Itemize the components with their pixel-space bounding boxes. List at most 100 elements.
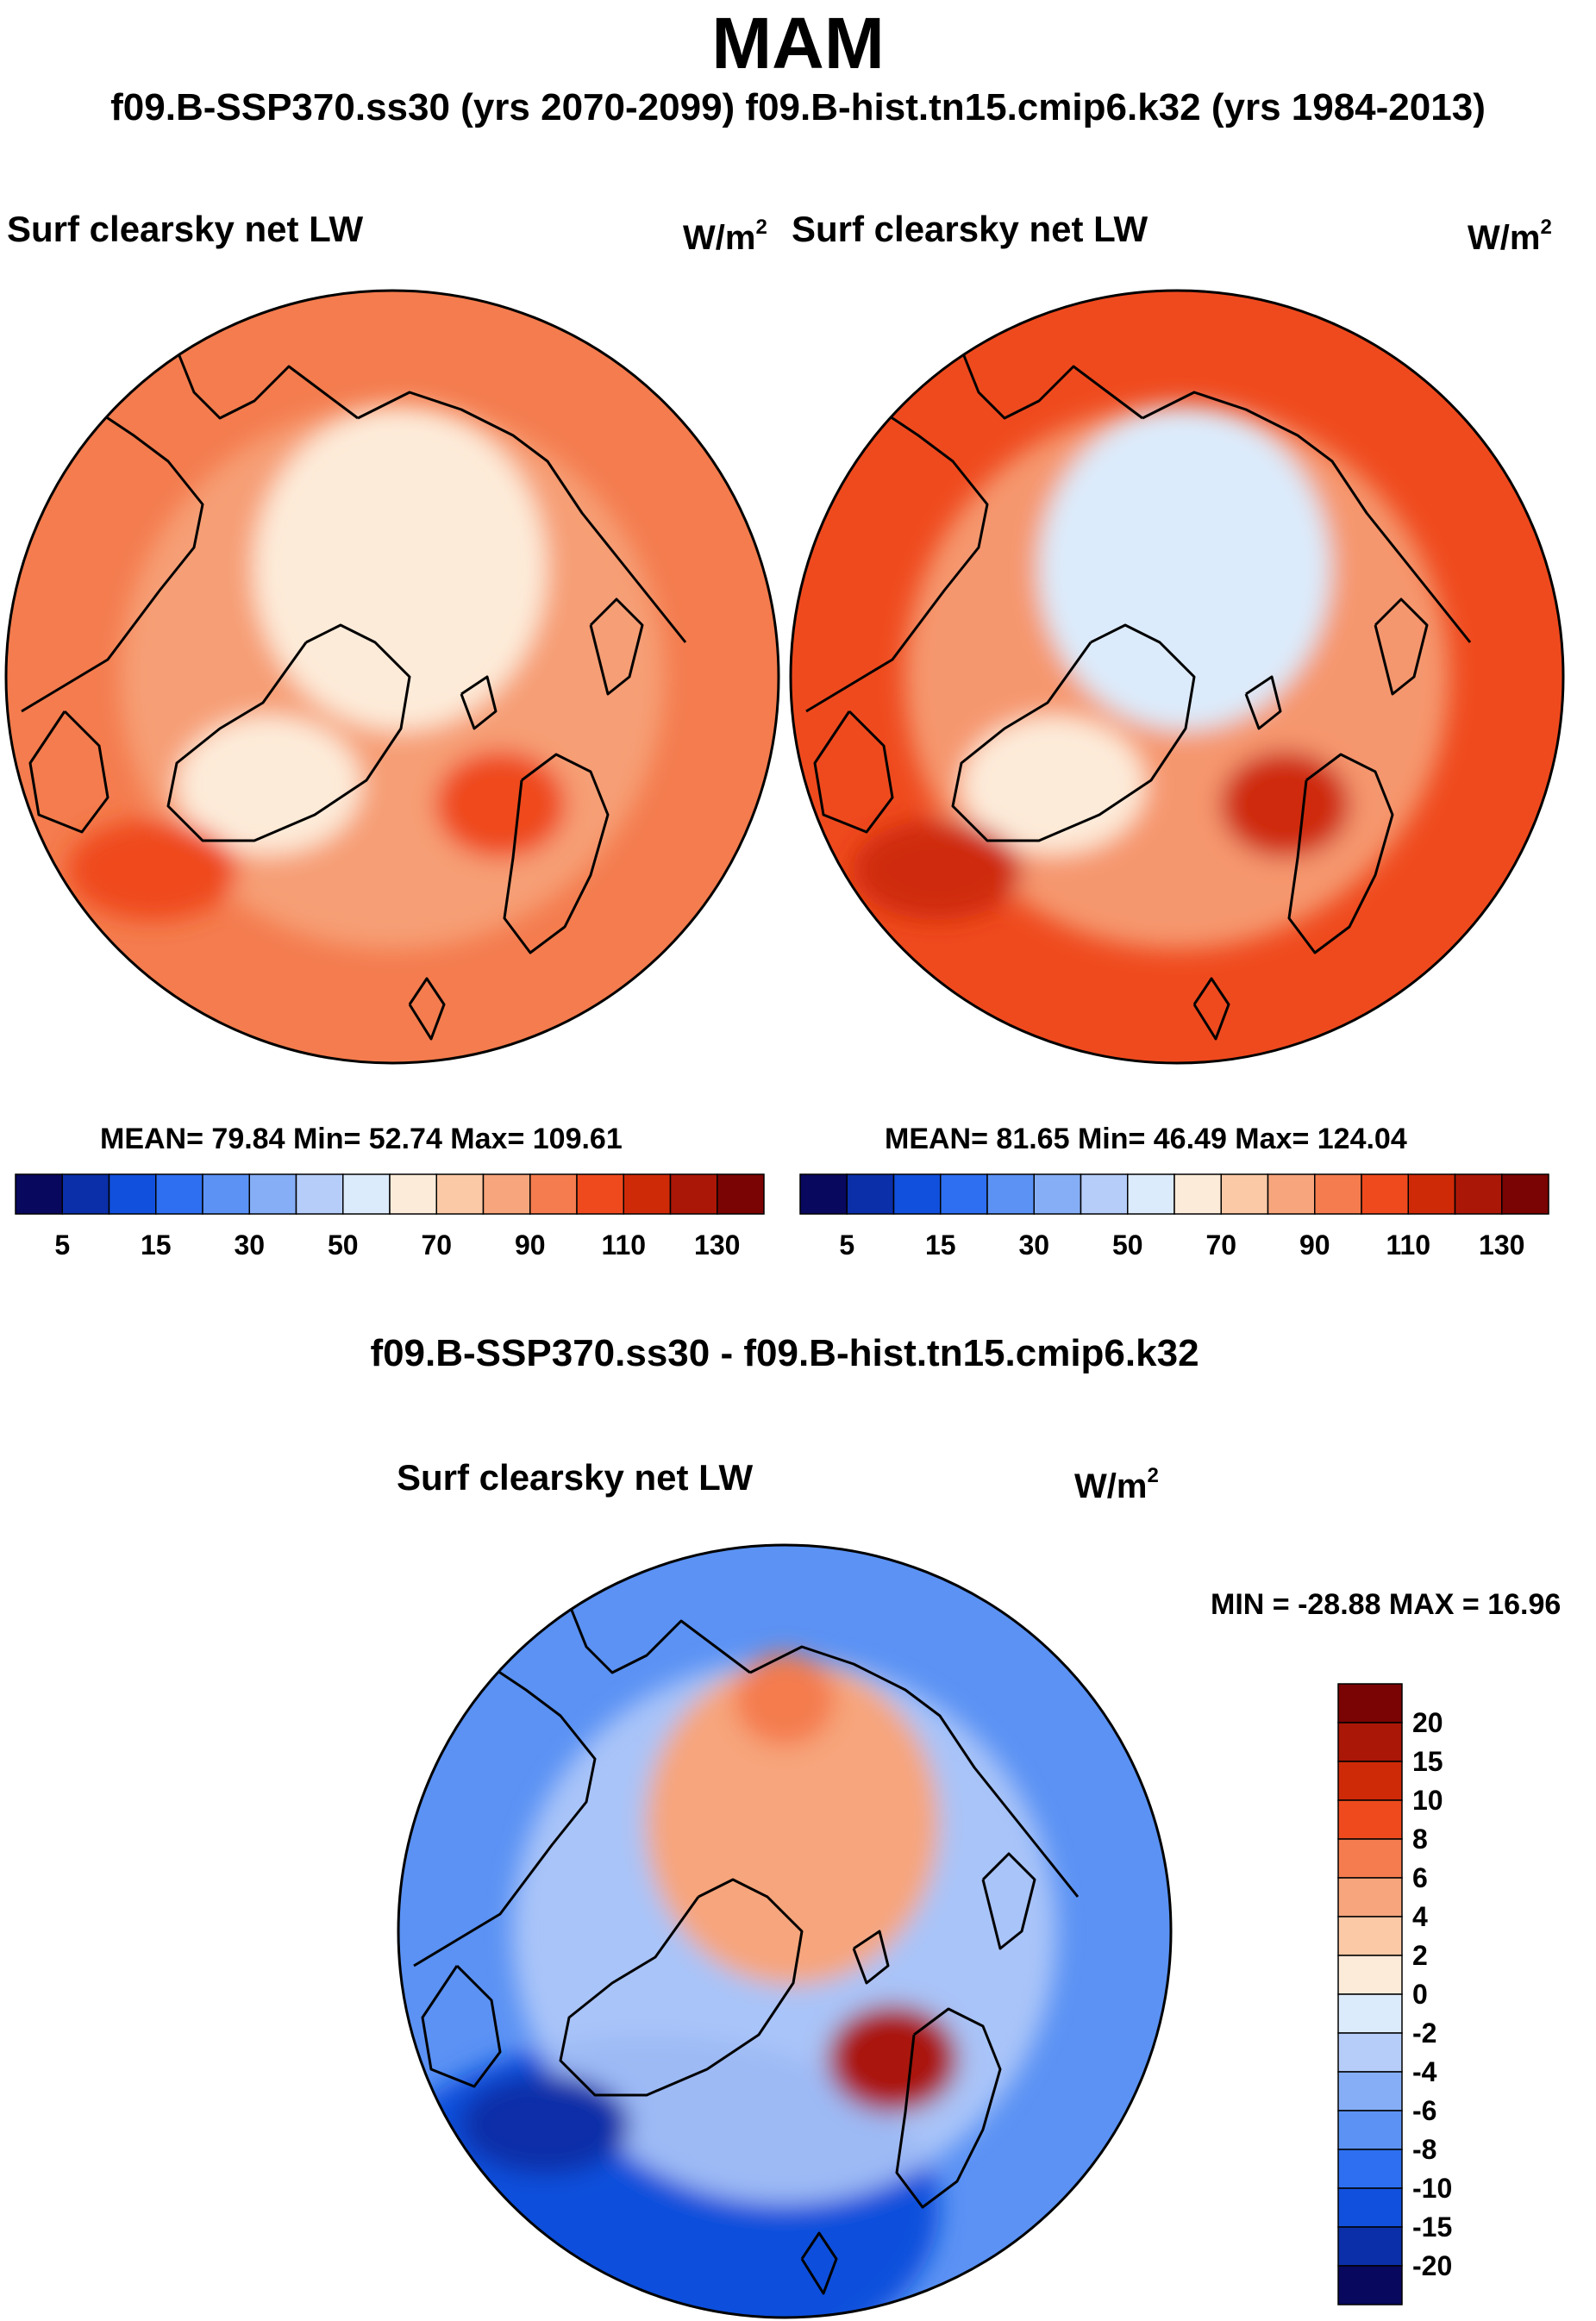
region-barents-sea [1219,750,1351,859]
colorbar-tick-label: 6 [1412,1862,1428,1893]
map-boundary-panel-p2 [789,289,1565,1065]
colorbar-tick-label: 50 [1112,1229,1143,1261]
colorbar-box [1501,1173,1549,1215]
colorbar-box [669,1173,718,1215]
coastlines [12,297,687,1041]
colorbar-box [15,1173,63,1215]
coastline-3 [559,1878,804,2097]
colorbar-box [1314,1173,1362,1215]
colorbar-box [155,1173,203,1215]
coastline-1 [942,297,1143,420]
colorbar-tick-label: 30 [1018,1229,1049,1261]
coastline-4 [503,753,610,954]
colorbar-box [1337,2071,1403,2111]
colorbar-tick-label: 5 [54,1229,70,1261]
colorbar-tick-label: 2 [1412,1940,1428,1971]
colorbar-ssp370: 5 15 30 50 70 90 110 130 [15,1173,765,1261]
coastline-4 [895,2007,1002,2209]
colorbar-box [1337,1877,1403,1917]
colorbar-tick-label: -15 [1412,2212,1452,2243]
coastline-3 [166,623,411,842]
colorbar-box [1337,2226,1403,2267]
coastline-7 [589,597,644,696]
colorbar-tick-label: 0 [1412,1979,1428,2010]
region-central-arctic [253,406,548,731]
coastline-1 [158,297,359,420]
colorbar-box [1174,1173,1222,1215]
colorbar-box [342,1173,391,1215]
colorbar-tick-label: 20 [1412,1707,1443,1738]
coastline-5 [28,710,110,834]
colorbar-tick-label: 50 [328,1229,359,1261]
colorbar-tick-label: 90 [1299,1229,1330,1261]
colorbar-box [1337,2265,1403,2305]
colorbar-box [1337,2187,1403,2228]
field-regions [852,404,1449,949]
figure-title: MAM [711,3,885,84]
coastline-6 [1244,675,1282,730]
colorbar-box [1337,1683,1403,1724]
panel2-title: Surf clearsky net LW [792,209,1148,249]
colorbar-tick-label: 15 [141,1229,172,1261]
map-boundary-panel-p1 [4,289,780,1065]
colorbar-box [892,1173,942,1215]
colorbar-box [1337,1993,1403,2034]
colorbar-box [1267,1173,1316,1215]
colorbar-tick-label: -20 [1412,2250,1452,2281]
difference-title: f09.B-SSP370.ss30 - f09.B-hist.tn15.cmip… [370,1332,1199,1374]
colorbar-box [846,1173,895,1215]
colorbar-box [1337,1916,1403,1956]
coastline-7 [1374,597,1429,696]
colorbar-box [202,1173,250,1215]
colorbar-box [529,1173,578,1215]
field-regions [67,404,665,949]
panel2-units: W/m2 [1468,216,1552,257]
colorbar-tick-label: -8 [1412,2134,1436,2165]
colorbar-box [1220,1173,1269,1215]
coastline-8 [1192,977,1230,1041]
colorbar-tick-label: 15 [925,1229,956,1261]
region-barents-sea [435,750,566,859]
colorbar-box [61,1173,110,1215]
panel3-stats: MIN = -28.88 MAX = 16.96 [1211,1588,1562,1621]
panel2-stats: MEAN= 81.65 Min= 46.49 Max= 124.04 [885,1123,1407,1155]
colorbar-box [248,1173,297,1215]
region-greenland-interior [961,715,1147,855]
coastline-0 [12,399,204,713]
colorbar-tick-label: 30 [234,1229,265,1261]
colorbar-tick-label: 130 [694,1229,740,1261]
colorbar-box [295,1173,344,1215]
coastline-2 [1142,391,1472,643]
region-greenland-interior [176,715,362,855]
colorbar-box [1127,1173,1175,1215]
colorbar-tick-label: 70 [421,1229,452,1261]
colorbar-tick-label: 70 [1205,1229,1236,1261]
colorbar-historical: 5 15 30 50 70 90 110 130 [799,1173,1549,1261]
colorbar-box [1337,1955,1403,1995]
coastline-2 [357,391,687,643]
coastline-5 [813,710,894,834]
coastline-2 [749,1645,1080,1898]
colorbar-box [1361,1173,1409,1215]
colorbar-box [623,1173,672,1215]
region-central-arctic [645,1661,940,1986]
colorbar-tick-label: 8 [1412,1824,1428,1855]
coastline-0 [404,1654,597,1968]
colorbar-tick-label: 15 [1412,1746,1443,1777]
colorbar-box [940,1173,988,1215]
coastline-6 [460,675,498,730]
colorbar-tick-label: -6 [1412,2095,1436,2126]
coastline-7 [981,1852,1036,1950]
coastline-8 [800,2231,838,2295]
colorbar-box [1337,2110,1403,2150]
colorbar-tick-label: -4 [1412,2056,1437,2087]
colorbar-box [1080,1173,1129,1215]
colorbar-tick-label: -2 [1412,2018,1436,2049]
region-central-arctic [1037,406,1332,731]
colorbar-box [482,1173,531,1215]
polar-map-difference [398,1545,1171,2318]
colorbar-box [1337,1838,1403,1879]
colorbar-box [986,1173,1035,1215]
colorbar-box [799,1173,848,1215]
